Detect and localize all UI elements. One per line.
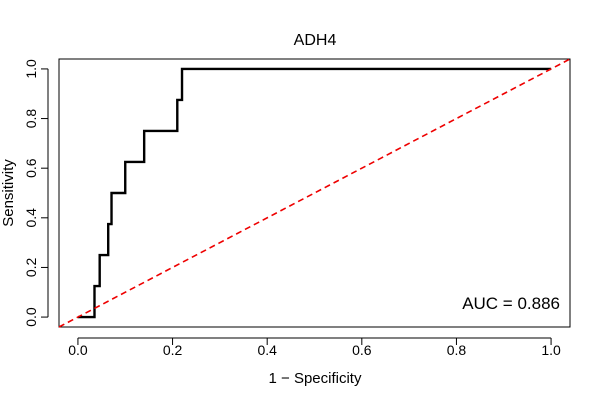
y-tick-label-2: 0.4 xyxy=(23,208,39,228)
x-tick-label-5: 1.0 xyxy=(541,342,561,358)
y-tick-label-3: 0.6 xyxy=(23,158,39,178)
y-axis-title: Sensitivity xyxy=(0,159,17,227)
reference-diagonal-line xyxy=(58,58,571,328)
y-tick-label-5: 1.0 xyxy=(23,59,39,79)
chart-title: ADH4 xyxy=(294,32,337,49)
x-tick-label-1: 0.2 xyxy=(163,342,183,358)
plot-area: 0.0 0.2 0.4 0.6 0.8 1.0 0.0 0.2 0.4 0.6 0.8 1.0 xyxy=(23,58,571,358)
x-tick-label-4: 0.8 xyxy=(447,342,467,358)
y-tick-label-0: 0.0 xyxy=(23,307,39,327)
x-tick-label-3: 0.6 xyxy=(352,342,372,358)
plot-frame xyxy=(58,58,571,328)
roc-curve-line xyxy=(77,67,552,319)
x-tick-label-0: 0.0 xyxy=(68,342,88,358)
x-axis-title: 1 − Specificity xyxy=(269,370,362,387)
x-tick-label-2: 0.4 xyxy=(257,342,277,358)
y-tick-label-1: 0.2 xyxy=(23,258,39,278)
auc-annotation: AUC = 0.886 xyxy=(462,294,560,313)
y-tick-label-4: 0.8 xyxy=(23,109,39,129)
